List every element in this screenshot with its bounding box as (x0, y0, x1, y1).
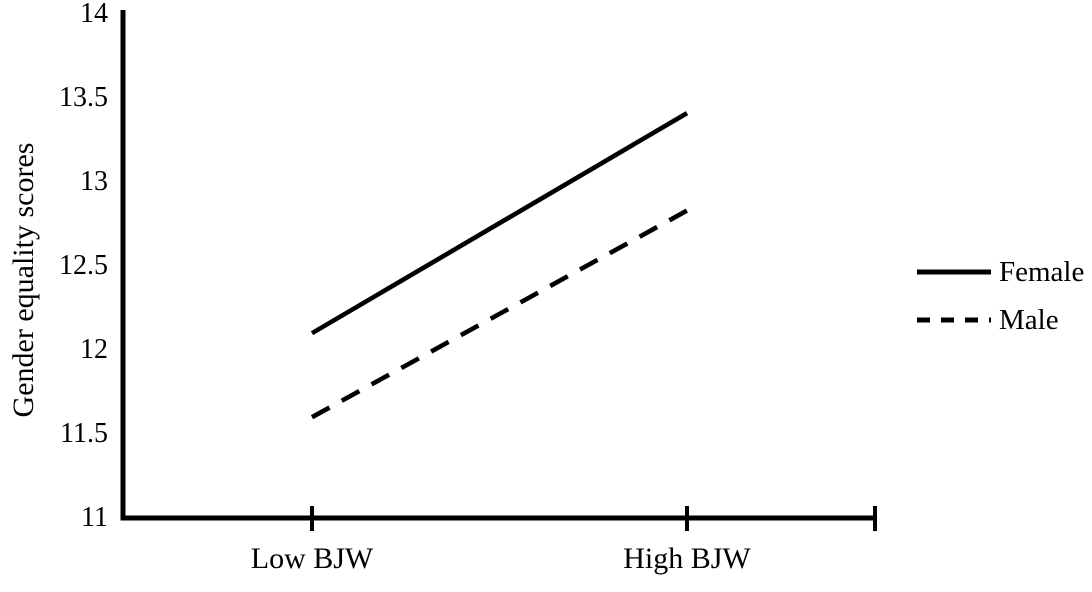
y-tick-label: 11 (81, 502, 108, 533)
y-tick-label: 14 (80, 0, 108, 29)
x-category-label: High BJW (623, 542, 751, 575)
x-category-label: Low BJW (250, 542, 374, 575)
series-line-male (310, 208, 689, 420)
series-line-female (310, 111, 689, 336)
legend-item-female: Female (917, 255, 1084, 289)
y-tick-label: 12 (80, 334, 108, 365)
y-tick-label: 13 (80, 166, 108, 197)
legend-label: Female (999, 256, 1085, 288)
y-tick-label: 13.5 (59, 82, 108, 113)
legend-swatch-solid-line (917, 269, 991, 275)
legend-swatch-dashed-line (917, 317, 991, 323)
axis-lines (120, 10, 877, 521)
y-tick-label: 11.5 (60, 418, 108, 449)
legend-item-male: Male (917, 303, 1059, 337)
y-tick-label: 12.5 (59, 250, 108, 281)
legend-label: Male (999, 304, 1059, 336)
